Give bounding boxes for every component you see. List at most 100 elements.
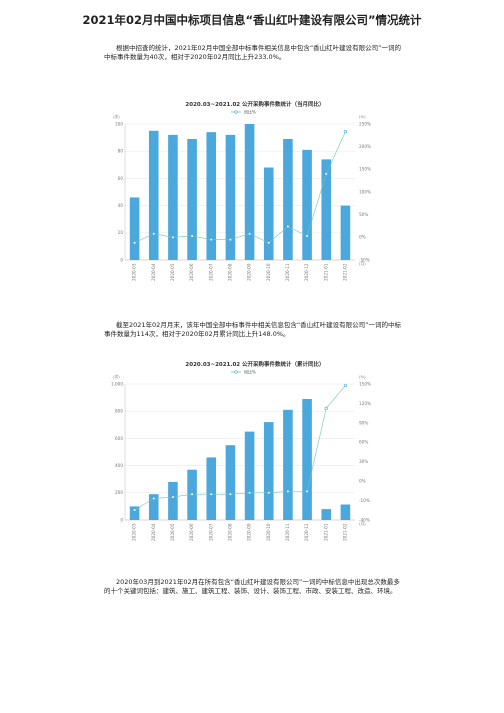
x-tick-label: 2020-04 (151, 523, 156, 541)
y2-tick-label: 150% (359, 167, 371, 172)
yoy-point (305, 234, 309, 238)
x-tick-label: 2020-08 (227, 523, 232, 541)
y2-tick-label: 0% (359, 235, 366, 240)
bar (263, 167, 274, 260)
y-tick-label: 100 (115, 121, 123, 126)
x-tick-label: 2020-05 (170, 263, 175, 281)
x-tick-label: 2020-05 (170, 523, 175, 541)
x-tick-label: 2021-01 (323, 523, 328, 541)
x-tick-label: 2020-10 (266, 523, 271, 541)
y-tick-label: 1,000 (111, 381, 123, 386)
x-tick-label: 2021-01 (323, 263, 328, 281)
bar (321, 159, 332, 260)
y2-tick-label: 120% (359, 401, 371, 406)
y2-tick-label: -10% (359, 498, 370, 503)
x-tick-label: 2020-09 (247, 523, 252, 541)
yoy-point (267, 241, 271, 245)
yoy-point (171, 235, 175, 239)
paragraph-keywords: 2020年03月到2021年02月在所有包含“香山红叶建设有限公司”一词的中标信… (104, 578, 400, 595)
y-tick-label: 20 (118, 230, 124, 235)
y-tick-label: 0 (120, 517, 123, 522)
x-tick-label: 2020-06 (189, 263, 194, 281)
yoy-line (134, 385, 346, 511)
y2-tick-label: 150% (359, 381, 371, 386)
y2-axis-unit: (%) (359, 114, 366, 119)
y-tick-label: 80 (118, 149, 124, 154)
yoy-line (134, 131, 346, 244)
x-tick-label: 2021-02 (342, 263, 347, 281)
y-tick-label: 200 (115, 490, 123, 495)
bar (129, 506, 140, 520)
yoy-point (132, 241, 137, 245)
bar (302, 149, 312, 260)
bar (302, 398, 312, 520)
x-tick-label: 2020-10 (266, 263, 271, 281)
bar (225, 445, 236, 520)
bar (340, 504, 351, 520)
x-tick-label: 2020-12 (304, 523, 309, 541)
bar (321, 509, 332, 520)
yoy-point (247, 491, 252, 495)
y-tick-label: 400 (115, 463, 123, 468)
y2-tick-label: -50% (359, 257, 370, 262)
yoy-point (190, 492, 194, 496)
yoy-point (343, 383, 348, 388)
yoy-point (267, 491, 271, 495)
bar (148, 494, 159, 520)
y2-tick-label: 100% (359, 189, 371, 194)
x-tick-label: 2020-03 (132, 523, 137, 541)
bar (129, 197, 140, 260)
yoy-point (152, 496, 156, 501)
x-tick-label: 2020-11 (285, 263, 290, 281)
x-tick-label: 2020-04 (151, 263, 156, 281)
yoy-point (286, 489, 290, 493)
yoy-point (228, 492, 233, 496)
y-tick-label: 40 (118, 203, 124, 208)
bar (225, 134, 236, 260)
bar (187, 138, 197, 260)
x-tick-label: 2021-02 (342, 523, 347, 541)
legend-marker-icon (234, 370, 238, 374)
paragraph-cumulative: 截至2021年02月月末，该年中国全部中标事件中相关信息包含“香山红叶建设有限公… (104, 321, 402, 338)
bar (244, 124, 255, 260)
y2-tick-label: 30% (359, 459, 368, 464)
x-axis-unit: (月) (359, 521, 366, 526)
y2-tick-label: 60% (359, 440, 368, 445)
chart-monthly-yoy: 2020.03~2021.02 公开采购事件数统计（当月同比）同比% (次) (%)… (113, 100, 371, 281)
x-tick-label: 2020-07 (208, 263, 213, 281)
yoy-point (209, 238, 213, 242)
x-tick-label: 2020-06 (189, 523, 194, 541)
y-tick-label: 60 (118, 176, 124, 181)
yoy-point (247, 232, 252, 236)
bar (340, 205, 351, 260)
bar (168, 481, 178, 520)
y-axis-unit: (次) (113, 114, 120, 119)
y-axis-unit: (次) (113, 374, 120, 379)
y2-tick-label: 250% (359, 121, 371, 126)
bar (168, 134, 178, 260)
x-tick-label: 2020-12 (304, 263, 309, 281)
legend-label: 同比% (244, 369, 256, 375)
paragraph-monthly: 根据中招查的统计，2021年02月中国全部中标事件相关信息中包含“香山红叶建设有… (104, 44, 402, 61)
x-tick-label: 2020-07 (208, 523, 213, 541)
bar (244, 431, 255, 520)
yoy-point (132, 508, 137, 512)
y-tick-label: 800 (115, 409, 123, 414)
yoy-point (286, 224, 290, 229)
x-axis-unit: (月) (359, 261, 366, 266)
yoy-point (152, 232, 156, 236)
bar (206, 132, 217, 260)
yoy-point (190, 234, 194, 238)
y-tick-label: 600 (115, 436, 123, 441)
bar (283, 409, 293, 520)
bar (148, 130, 159, 260)
bar (206, 457, 217, 520)
chart-cumulative-yoy: 2020.03~2021.02 公开采购事件数统计（累计同比）同比% (次) (%)… (111, 360, 371, 541)
yoy-point (228, 238, 233, 242)
yoy-point (305, 489, 309, 493)
yoy-point (171, 495, 175, 499)
y2-tick-label: 0% (359, 479, 366, 484)
x-tick-label: 2020-03 (132, 263, 137, 281)
bar (263, 422, 274, 520)
y2-tick-label: -40% (359, 517, 370, 522)
